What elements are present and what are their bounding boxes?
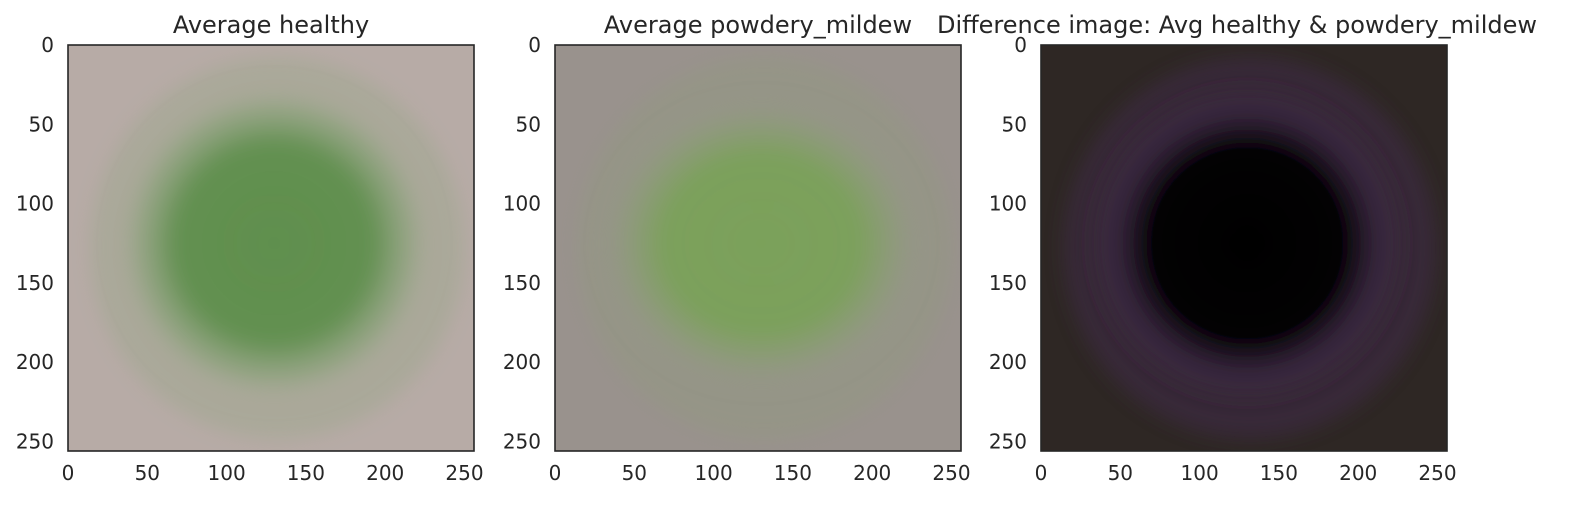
axes-frame xyxy=(1040,44,1448,452)
y-tick-label: 100 xyxy=(503,192,541,216)
tick-labels: 0 50 100 150 200 250 0 50 100 150 200 250 xyxy=(503,33,971,485)
x-tick-label: 200 xyxy=(366,461,404,485)
axes-frame xyxy=(554,44,962,452)
leaf-shape xyxy=(598,97,924,390)
x-tick-label: 250 xyxy=(932,461,970,485)
panel-title: Average healthy xyxy=(173,11,369,39)
y-tick-label: 250 xyxy=(989,429,1027,453)
tick-labels: 0 50 100 150 200 250 0 50 100 150 200 250 xyxy=(16,33,484,485)
y-tick-label: 100 xyxy=(16,192,54,216)
panel-title: Average powdery_mildew xyxy=(604,11,912,39)
x-tick-label: 200 xyxy=(1339,461,1377,485)
x-tick-label: 0 xyxy=(549,461,562,485)
panel-average-powdery-mildew: Average powdery_mildew 0 50 100 150 200 250 0 5… xyxy=(503,11,971,485)
x-tick-label: 0 xyxy=(1035,461,1048,485)
y-tick-label: 100 xyxy=(989,192,1027,216)
y-tick-label: 200 xyxy=(989,350,1027,374)
x-tick-label: 250 xyxy=(445,461,483,485)
x-tick-label: 100 xyxy=(1181,461,1219,485)
y-tick-label: 200 xyxy=(16,350,54,374)
x-tick-label: 150 xyxy=(1260,461,1298,485)
y-tick-label: 50 xyxy=(1002,112,1027,136)
x-tick-label: 150 xyxy=(287,461,325,485)
panel-average-healthy: Average healthy 0 50 100 150 200 250 0 50 100 150… xyxy=(16,11,484,485)
y-tick-label: 200 xyxy=(503,350,541,374)
x-tick-label: 50 xyxy=(135,461,160,485)
average-image xyxy=(68,45,474,451)
leaf-shape xyxy=(1084,80,1410,406)
panel-title: Difference image: Avg healthy & powdery_… xyxy=(937,11,1537,39)
panel-difference-image: Difference image: Avg healthy & powdery_… xyxy=(937,11,1537,485)
axes-frame xyxy=(67,44,475,452)
difference-image xyxy=(1041,45,1447,451)
leaf-shape xyxy=(111,80,437,406)
y-tick-label: 250 xyxy=(503,429,541,453)
x-tick-label: 150 xyxy=(774,461,812,485)
y-tick-label: 50 xyxy=(29,112,54,136)
y-tick-label: 150 xyxy=(16,271,54,295)
y-tick-label: 150 xyxy=(503,271,541,295)
y-tick-label: 250 xyxy=(16,429,54,453)
x-tick-label: 250 xyxy=(1418,461,1456,485)
y-tick-label: 0 xyxy=(1014,33,1027,57)
x-tick-label: 50 xyxy=(622,461,647,485)
x-tick-label: 0 xyxy=(62,461,75,485)
y-tick-label: 0 xyxy=(528,33,541,57)
y-tick-label: 150 xyxy=(989,271,1027,295)
y-tick-label: 0 xyxy=(41,33,54,57)
x-tick-label: 200 xyxy=(853,461,891,485)
tick-labels: 0 50 100 150 200 250 0 50 100 150 200 250 xyxy=(989,33,1457,485)
y-tick-label: 50 xyxy=(516,112,541,136)
x-tick-label: 50 xyxy=(1108,461,1133,485)
x-tick-label: 100 xyxy=(208,461,246,485)
average-image xyxy=(555,45,961,451)
x-tick-label: 100 xyxy=(695,461,733,485)
